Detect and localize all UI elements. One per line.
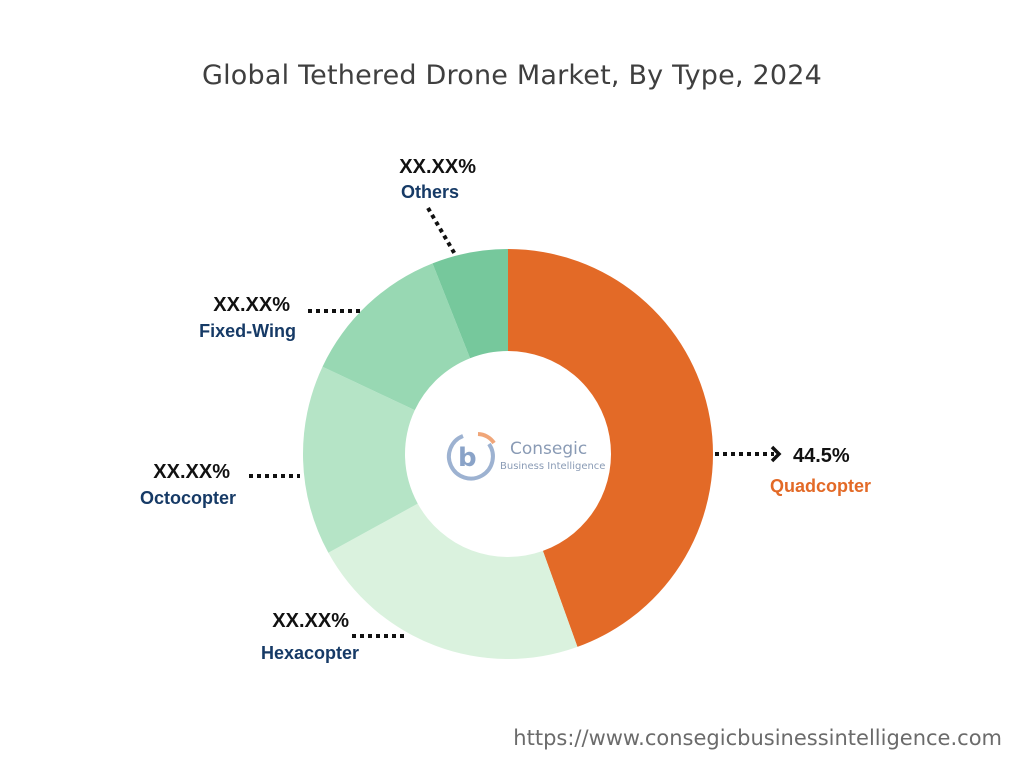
value-label-octocopter: XX.XX% xyxy=(153,461,230,483)
category-label-hexacopter: Hexacopter xyxy=(261,643,359,663)
value-label-others: XX.XX% xyxy=(399,156,476,178)
value-label-fixed-wing: XX.XX% xyxy=(213,294,290,316)
category-label-others: Others xyxy=(401,182,459,202)
slice-fixed-wing xyxy=(322,263,471,411)
svg-text:b: b xyxy=(458,443,477,473)
slice-quadcopter xyxy=(508,249,713,647)
slice-hexacopter xyxy=(328,503,578,660)
slice-others xyxy=(432,249,508,359)
category-label-octocopter: Octocopter xyxy=(140,488,236,508)
logo-tagline: Business Intelligence xyxy=(500,461,605,472)
slice-octocopter xyxy=(302,366,418,553)
value-label-quadcopter: 44.5% xyxy=(793,445,850,467)
chart-title: Global Tethered Drone Market, By Type, 2… xyxy=(201,60,823,91)
logo-mark-icon: b xyxy=(446,432,496,481)
logo-name: Consegic xyxy=(510,439,587,459)
brand-logo: b Consegic Business Intelligence xyxy=(446,432,605,481)
leader-lines xyxy=(249,206,782,638)
leader-line-others xyxy=(426,206,458,258)
slice-labels: 44.5% Quadcopter XX.XX% Hexacopter XX.XX% Oct… xyxy=(140,156,871,663)
value-label-hexacopter: XX.XX% xyxy=(272,610,349,632)
category-label-fixed-wing: Fixed-Wing xyxy=(199,321,296,341)
donut-slices xyxy=(302,249,713,660)
category-label-quadcopter: Quadcopter xyxy=(770,476,871,496)
source-url: https://www.consegicbusinessintelligence… xyxy=(513,726,1002,750)
arrow-icon xyxy=(770,445,782,463)
